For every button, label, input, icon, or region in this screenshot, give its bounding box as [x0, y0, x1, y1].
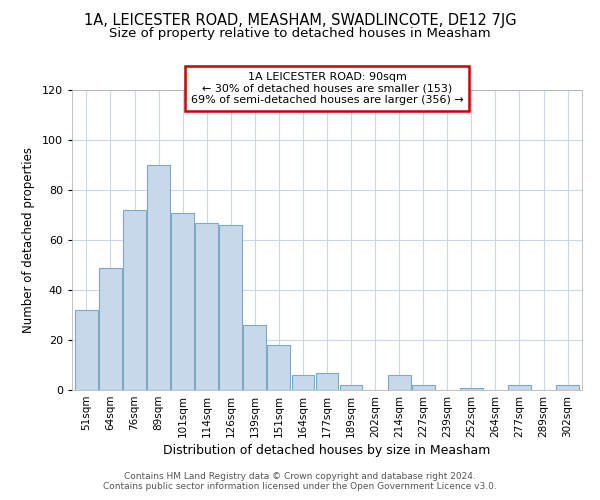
Text: 1A, LEICESTER ROAD, MEASHAM, SWADLINCOTE, DE12 7JG: 1A, LEICESTER ROAD, MEASHAM, SWADLINCOTE…	[83, 12, 517, 28]
Bar	[75, 310, 98, 390]
Bar	[460, 388, 483, 390]
Bar	[340, 385, 362, 390]
Text: Contains HM Land Registry data © Crown copyright and database right 2024.: Contains HM Land Registry data © Crown c…	[124, 472, 476, 481]
Bar	[388, 375, 410, 390]
Bar	[171, 212, 194, 390]
Bar	[123, 210, 146, 390]
Bar	[412, 385, 434, 390]
X-axis label: Distribution of detached houses by size in Measham: Distribution of detached houses by size …	[163, 444, 491, 457]
Text: Contains public sector information licensed under the Open Government Licence v3: Contains public sector information licen…	[103, 482, 497, 491]
Y-axis label: Number of detached properties: Number of detached properties	[22, 147, 35, 333]
Bar	[147, 165, 170, 390]
Text: Size of property relative to detached houses in Measham: Size of property relative to detached ho…	[109, 28, 491, 40]
Bar	[195, 222, 218, 390]
Text: 1A LEICESTER ROAD: 90sqm
← 30% of detached houses are smaller (153)
69% of semi-: 1A LEICESTER ROAD: 90sqm ← 30% of detach…	[191, 72, 463, 105]
Bar	[268, 345, 290, 390]
Bar	[508, 385, 531, 390]
Bar	[556, 385, 579, 390]
Bar	[316, 372, 338, 390]
Bar	[220, 225, 242, 390]
Bar	[292, 375, 314, 390]
Bar	[99, 268, 122, 390]
Bar	[244, 325, 266, 390]
